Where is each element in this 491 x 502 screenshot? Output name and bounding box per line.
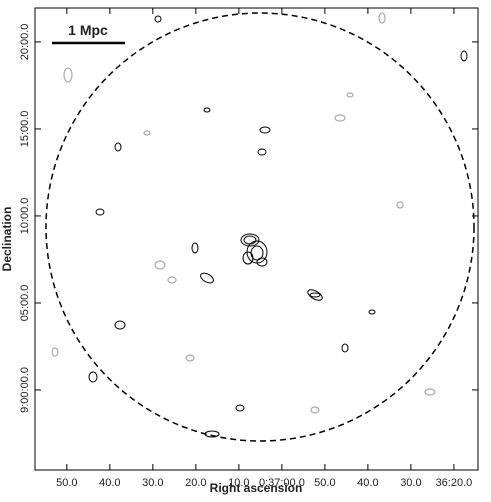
y-tick-label: 20:00.0: [19, 24, 31, 61]
y-tick-label: 9:00:00.0: [19, 367, 31, 413]
y-tick-label: 10:00.0: [19, 198, 31, 235]
x-tick-label: 30.0: [400, 477, 421, 489]
x-tick-label: 0:37:00.0: [259, 477, 305, 489]
r500-circle: [45, 12, 475, 442]
x-tick-label: 40.0: [99, 477, 120, 489]
plot-frame: [34, 7, 479, 471]
y-tick-label: 15:00.0: [19, 111, 31, 148]
scale-bar-label: 1 Mpc: [68, 22, 108, 38]
x-tick-label: 10.0: [228, 477, 249, 489]
y-tick-label: 05:00.0: [19, 285, 31, 322]
x-axis-label: Right ascension: [210, 481, 303, 495]
contours: [45, 12, 475, 442]
x-tick-label: 20.0: [185, 477, 206, 489]
y-axis-label: Declination: [0, 207, 14, 272]
x-tick-label: 36:20.0: [436, 477, 473, 489]
x-tick-label: 50.0: [314, 477, 335, 489]
x-tick-label: 40.0: [357, 477, 378, 489]
x-tick-label: 30.0: [142, 477, 163, 489]
x-tick-label: 50.0: [56, 477, 77, 489]
